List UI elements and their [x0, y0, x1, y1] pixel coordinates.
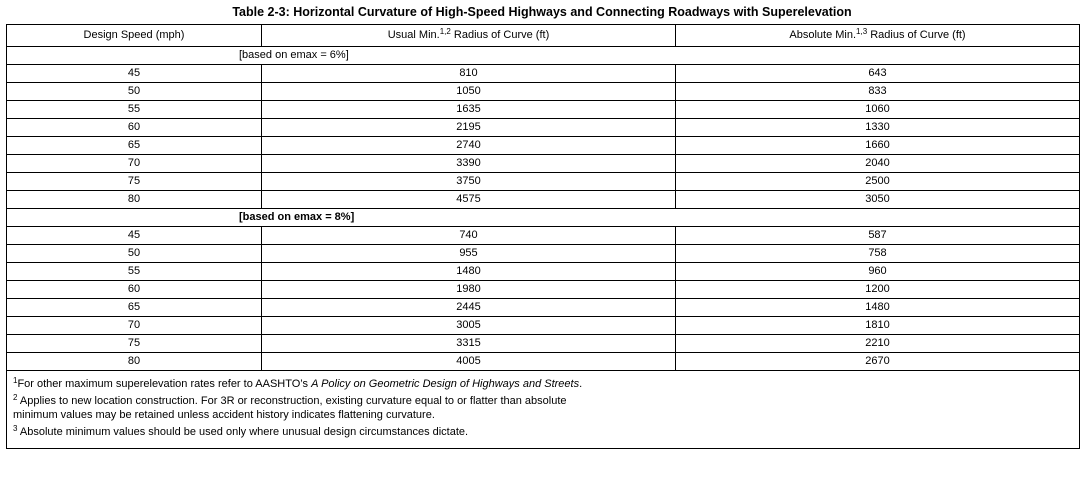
footnote-marker: 3 — [13, 424, 18, 433]
cell-absolute: 643 — [675, 64, 1080, 83]
cell-absolute: 2210 — [675, 334, 1080, 353]
cell-absolute: 3050 — [675, 190, 1080, 209]
cell-usual: 740 — [261, 226, 676, 245]
table-row: 70 3005 1810 — [6, 316, 1080, 335]
footnote-text: Absolute minimum values should be used o… — [17, 426, 469, 438]
header-usual-min-footnote: 1,2 — [439, 27, 451, 36]
cell-speed: 55 — [6, 262, 262, 281]
cell-usual: 3390 — [261, 154, 676, 173]
cell-absolute: 2500 — [675, 172, 1080, 191]
curvature-table: Design Speed (mph) Usual Min.1,2 Radius … — [6, 24, 1080, 449]
footnote-marker: 1 — [13, 376, 18, 385]
footnote-3: 3 Absolute minimum values should be used… — [13, 425, 613, 439]
cell-usual: 955 — [261, 244, 676, 263]
table-row: 65 2445 1480 — [6, 298, 1080, 317]
cell-absolute: 758 — [675, 244, 1080, 263]
table-row: 60 1980 1200 — [6, 280, 1080, 299]
cell-speed: 45 — [6, 226, 262, 245]
table-row: 80 4575 3050 — [6, 190, 1080, 209]
table-row: 45 810 643 — [6, 64, 1080, 83]
cell-usual: 3750 — [261, 172, 676, 191]
cell-absolute: 1200 — [675, 280, 1080, 299]
cell-absolute: 1060 — [675, 100, 1080, 119]
header-absolute-min-suffix: Radius of Curve (ft) — [867, 29, 966, 41]
header-absolute-min: Absolute Min.1,3 Radius of Curve (ft) — [675, 24, 1080, 47]
table-row: 65 2740 1660 — [6, 136, 1080, 155]
cell-absolute: 960 — [675, 262, 1080, 281]
cell-speed: 50 — [6, 82, 262, 101]
cell-speed: 55 — [6, 100, 262, 119]
cell-speed: 65 — [6, 136, 262, 155]
table-row: 55 1635 1060 — [6, 100, 1080, 119]
table-row: 55 1480 960 — [6, 262, 1080, 281]
cell-usual: 3005 — [261, 316, 676, 335]
cell-absolute: 2040 — [675, 154, 1080, 173]
cell-speed: 60 — [6, 118, 262, 137]
header-usual-min-suffix: Radius of Curve (ft) — [450, 29, 550, 41]
table-row: 70 3390 2040 — [6, 154, 1080, 173]
cell-absolute: 2670 — [675, 352, 1080, 371]
section-header-row: [based on emax = 6%] — [6, 46, 1080, 65]
header-design-speed-label: Design Speed (mph) — [83, 29, 185, 41]
cell-speed: 80 — [6, 352, 262, 371]
cell-speed: 75 — [6, 172, 262, 191]
table-row: 75 3750 2500 — [6, 172, 1080, 191]
cell-speed: 80 — [6, 190, 262, 209]
footnote-2: 2 Applies to new location construction. … — [13, 394, 613, 422]
cell-speed: 75 — [6, 334, 262, 353]
footnotes-row: 1For other maximum superelevation rates … — [6, 370, 1080, 449]
cell-usual: 1635 — [261, 100, 676, 119]
footnote-punctuation: . — [579, 378, 583, 390]
header-absolute-min-footnote: 1,3 — [856, 27, 868, 36]
cell-speed: 50 — [6, 244, 262, 263]
section-header-row: [based on emax = 8%] — [6, 208, 1080, 227]
cell-usual: 810 — [261, 64, 676, 83]
cell-absolute: 1810 — [675, 316, 1080, 335]
cell-absolute: 1330 — [675, 118, 1080, 137]
footnote-reference-title: A Policy on Geometric Design of Highways… — [311, 378, 580, 390]
cell-usual: 1480 — [261, 262, 676, 281]
cell-speed: 60 — [6, 280, 262, 299]
cell-usual: 2445 — [261, 298, 676, 317]
header-usual-min: Usual Min.1,2 Radius of Curve (ft) — [261, 24, 676, 47]
cell-absolute: 1660 — [675, 136, 1080, 155]
cell-absolute: 587 — [675, 226, 1080, 245]
header-design-speed: Design Speed (mph) — [6, 24, 262, 47]
table-row: 45 740 587 — [6, 226, 1080, 245]
cell-usual: 2740 — [261, 136, 676, 155]
table-row: 50 955 758 — [6, 244, 1080, 263]
section-label: [based on emax = 6%] — [6, 46, 1080, 65]
footnote-1: 1For other maximum superelevation rates … — [13, 377, 613, 391]
footnote-text: For other maximum superelevation rates r… — [17, 378, 312, 390]
table-row: 50 1050 833 — [6, 82, 1080, 101]
cell-speed: 65 — [6, 298, 262, 317]
header-row: Design Speed (mph) Usual Min.1,2 Radius … — [6, 24, 1080, 47]
cell-usual: 1980 — [261, 280, 676, 299]
footnotes: 1For other maximum superelevation rates … — [6, 370, 1080, 449]
cell-usual: 4005 — [261, 352, 676, 371]
cell-usual: 3315 — [261, 334, 676, 353]
table-row: 75 3315 2210 — [6, 334, 1080, 353]
cell-usual: 2195 — [261, 118, 676, 137]
table-title: Table 2-3: Horizontal Curvature of High-… — [232, 5, 852, 19]
cell-speed: 70 — [6, 316, 262, 335]
cell-usual: 1050 — [261, 82, 676, 101]
header-usual-min-label: Usual Min. — [387, 29, 440, 41]
footnote-text: Applies to new location construction. Fo… — [13, 395, 567, 421]
cell-absolute: 1480 — [675, 298, 1080, 317]
table-row: 60 2195 1330 — [6, 118, 1080, 137]
cell-absolute: 833 — [675, 82, 1080, 101]
header-absolute-min-label: Absolute Min. — [789, 29, 857, 41]
cell-speed: 45 — [6, 64, 262, 83]
cell-usual: 4575 — [261, 190, 676, 209]
footnote-marker: 2 — [13, 393, 18, 402]
section-label: [based on emax = 8%] — [6, 208, 1080, 227]
cell-speed: 70 — [6, 154, 262, 173]
table-row: 80 4005 2670 — [6, 352, 1080, 371]
